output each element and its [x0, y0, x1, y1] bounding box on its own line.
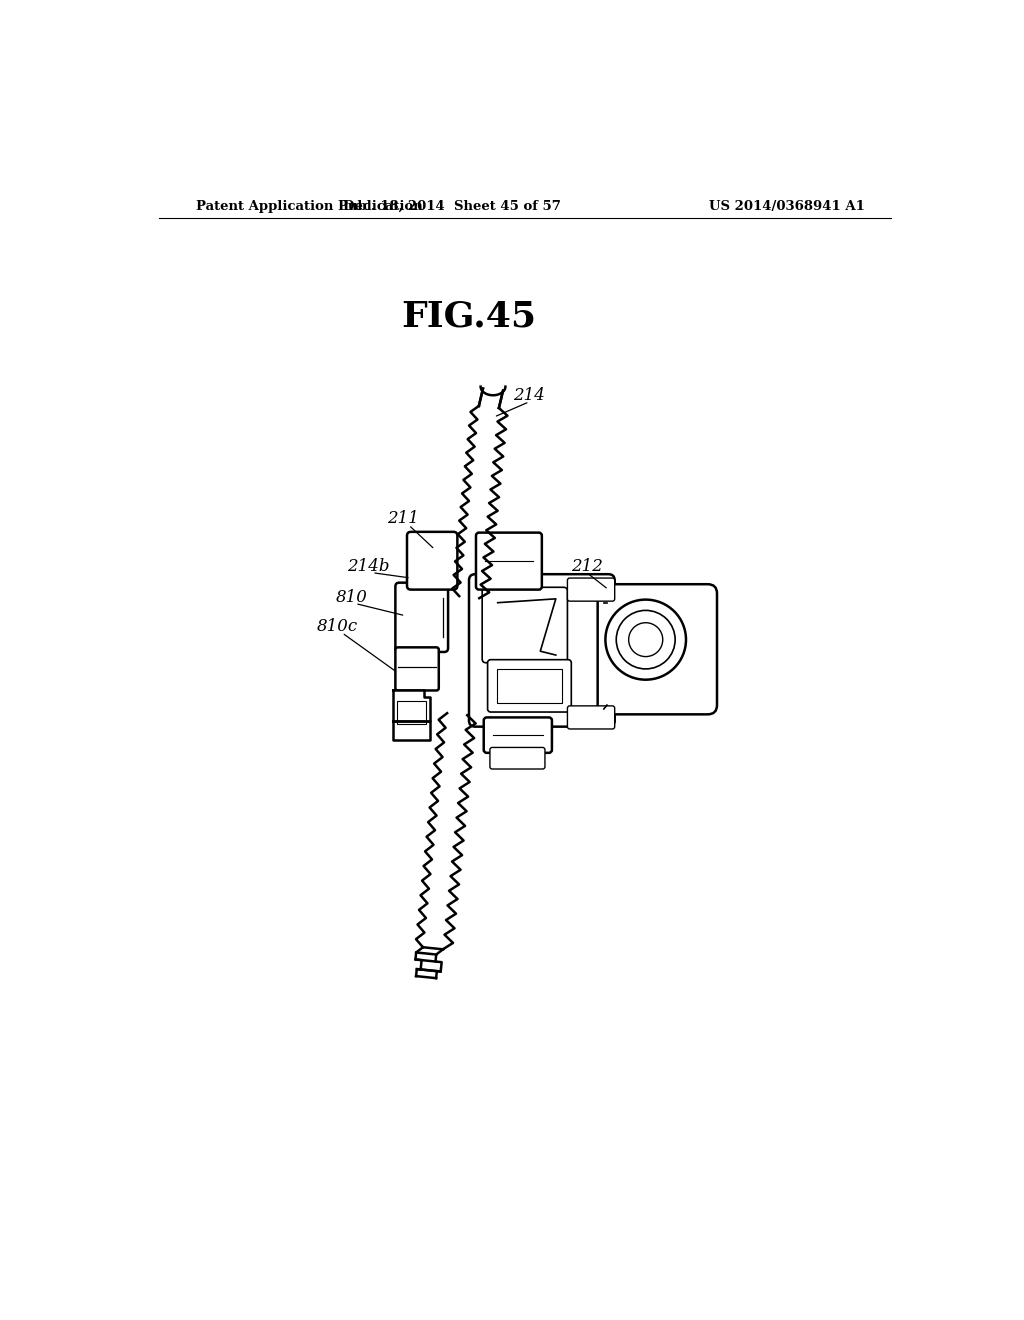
- Text: 810c: 810c: [316, 618, 357, 635]
- Text: 214b: 214b: [347, 558, 389, 576]
- FancyBboxPatch shape: [567, 706, 614, 729]
- Circle shape: [629, 623, 663, 656]
- FancyBboxPatch shape: [567, 578, 614, 601]
- Text: 214: 214: [513, 387, 546, 404]
- FancyBboxPatch shape: [483, 718, 552, 752]
- Text: FIG.45: FIG.45: [401, 300, 537, 333]
- FancyBboxPatch shape: [395, 647, 438, 690]
- Circle shape: [616, 610, 675, 669]
- FancyBboxPatch shape: [482, 587, 567, 663]
- FancyBboxPatch shape: [476, 533, 542, 590]
- Text: Patent Application Publication: Patent Application Publication: [197, 199, 423, 213]
- FancyBboxPatch shape: [395, 582, 449, 652]
- Bar: [497, 669, 562, 702]
- Circle shape: [605, 599, 686, 680]
- FancyBboxPatch shape: [598, 585, 717, 714]
- FancyBboxPatch shape: [407, 532, 458, 590]
- FancyBboxPatch shape: [487, 660, 571, 711]
- Polygon shape: [393, 721, 430, 739]
- Text: 211: 211: [387, 511, 419, 527]
- FancyBboxPatch shape: [469, 574, 614, 726]
- Text: 810: 810: [335, 589, 368, 606]
- FancyBboxPatch shape: [489, 747, 545, 770]
- Text: 212: 212: [570, 558, 603, 576]
- Polygon shape: [393, 689, 430, 721]
- Text: Dec. 18, 2014  Sheet 45 of 57: Dec. 18, 2014 Sheet 45 of 57: [343, 199, 561, 213]
- Bar: [397, 701, 426, 725]
- Text: US 2014/0368941 A1: US 2014/0368941 A1: [710, 199, 865, 213]
